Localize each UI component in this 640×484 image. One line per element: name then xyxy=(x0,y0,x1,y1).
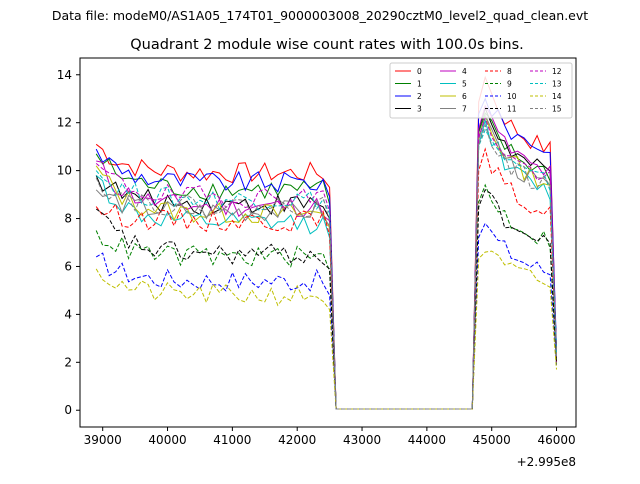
series-line-15 xyxy=(95,123,557,410)
legend-label: 8 xyxy=(507,67,512,76)
legend-label: 5 xyxy=(462,80,467,89)
x-tick-label: 41000 xyxy=(213,433,251,447)
y-tick-label: 12 xyxy=(57,116,72,130)
y-tick-label: 6 xyxy=(64,259,72,273)
legend-frame xyxy=(389,62,573,119)
y-tick-label: 4 xyxy=(64,307,72,321)
x-tick-label: 43000 xyxy=(343,433,381,447)
legend-label: 10 xyxy=(507,92,517,101)
legend-label: 14 xyxy=(552,92,562,101)
x-tick-label: 46000 xyxy=(537,433,575,447)
series-line-14 xyxy=(95,250,557,410)
y-axis-ticks: 0 2 4 6 8 10 12 14 xyxy=(57,68,80,417)
series-line-12 xyxy=(95,116,557,410)
legend-label: 13 xyxy=(552,80,562,89)
x-offset-label: +2.995e8 xyxy=(517,455,576,469)
legend-label: 4 xyxy=(462,67,467,76)
series-line-11 xyxy=(95,189,557,410)
legend-label: 1 xyxy=(417,80,422,89)
legend-label: 12 xyxy=(552,67,562,76)
x-tick-label: 45000 xyxy=(473,433,511,447)
legend-label: 11 xyxy=(507,105,517,114)
chart-title: Quadrant 2 module wise count rates with … xyxy=(130,37,524,53)
legend-label: 3 xyxy=(417,105,422,114)
x-tick-label: 44000 xyxy=(408,433,446,447)
legend-label: 2 xyxy=(417,92,422,101)
series-line-6 xyxy=(95,113,557,410)
y-tick-label: 10 xyxy=(57,164,72,178)
y-tick-label: 0 xyxy=(64,403,72,417)
legend-label: 15 xyxy=(552,105,562,114)
y-tick-label: 14 xyxy=(57,68,72,82)
series-layer xyxy=(95,75,557,410)
legend-label: 6 xyxy=(462,92,467,101)
legend-label: 7 xyxy=(462,105,467,114)
chart-suptitle: Data file: modeM0/AS1A05_174T01_90000030… xyxy=(52,8,588,23)
plot-frame xyxy=(79,57,577,428)
x-tick-label: 42000 xyxy=(278,433,316,447)
series-line-8 xyxy=(95,147,557,410)
series-line-4 xyxy=(96,104,557,410)
x-tick-label: 39000 xyxy=(84,433,122,447)
y-tick-label: 8 xyxy=(64,212,72,226)
y-tick-label: 2 xyxy=(64,355,72,369)
x-tick-label: 40000 xyxy=(148,433,186,447)
series-line-7 xyxy=(95,114,557,410)
series-line-10 xyxy=(95,222,557,410)
series-line-1 xyxy=(95,112,557,410)
legend-label: 0 xyxy=(417,67,422,76)
x-axis-ticks: 39000 40000 41000 42000 43000 44000 45000 46000 xyxy=(84,427,576,447)
legend-label: 9 xyxy=(507,80,512,89)
series-line-9 xyxy=(95,183,557,410)
